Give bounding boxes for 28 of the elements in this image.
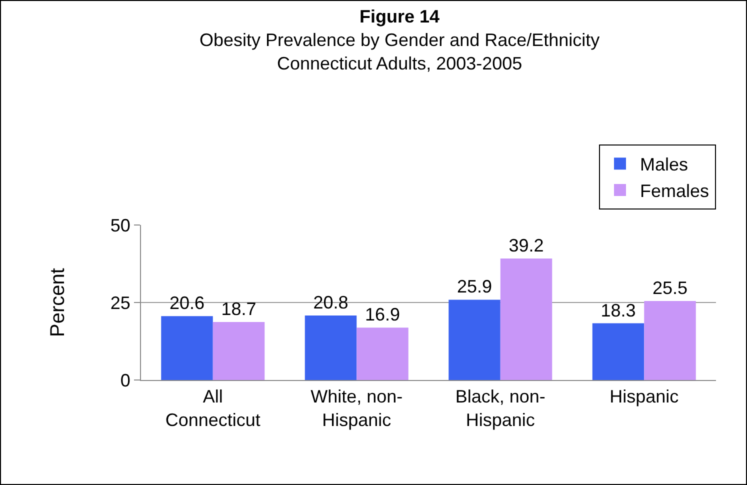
bar	[161, 316, 213, 380]
data-label: 18.7	[221, 299, 256, 320]
data-label: 25.9	[456, 276, 492, 297]
x-tick-label: All Connecticut	[165, 386, 260, 430]
chart-subtitle: Obesity Prevalence by Gender and Race/Ethnicity Connecticut Adults, 2003-2005	[199, 30, 600, 74]
data-label: 16.9	[364, 304, 400, 325]
y-axis-title: Percent	[46, 268, 69, 337]
x-tick-label: White, non- Hispanic	[310, 386, 403, 430]
bar	[500, 258, 552, 380]
y-tick-label: 50	[110, 215, 130, 236]
bar	[212, 322, 265, 380]
data-label: 18.3	[600, 300, 636, 320]
y-tick-label: 0	[120, 370, 130, 390]
data-label: 25.5	[652, 278, 688, 298]
bar	[448, 300, 500, 380]
data-label: 39.2	[508, 235, 544, 256]
data-label: 20.6	[169, 293, 205, 314]
bar	[356, 328, 408, 380]
chart-title: Figure 14	[360, 6, 440, 27]
bar	[644, 300, 696, 380]
bar	[592, 323, 644, 380]
x-tick-label: Black, non- Hispanic	[455, 386, 546, 430]
bar	[304, 316, 357, 380]
y-tick-label: 25	[110, 292, 130, 313]
legend-label: Females	[640, 181, 710, 202]
x-tick-label: Hispanic	[610, 386, 679, 407]
data-label: 20.8	[313, 292, 348, 313]
legend-label: Males	[640, 154, 688, 175]
